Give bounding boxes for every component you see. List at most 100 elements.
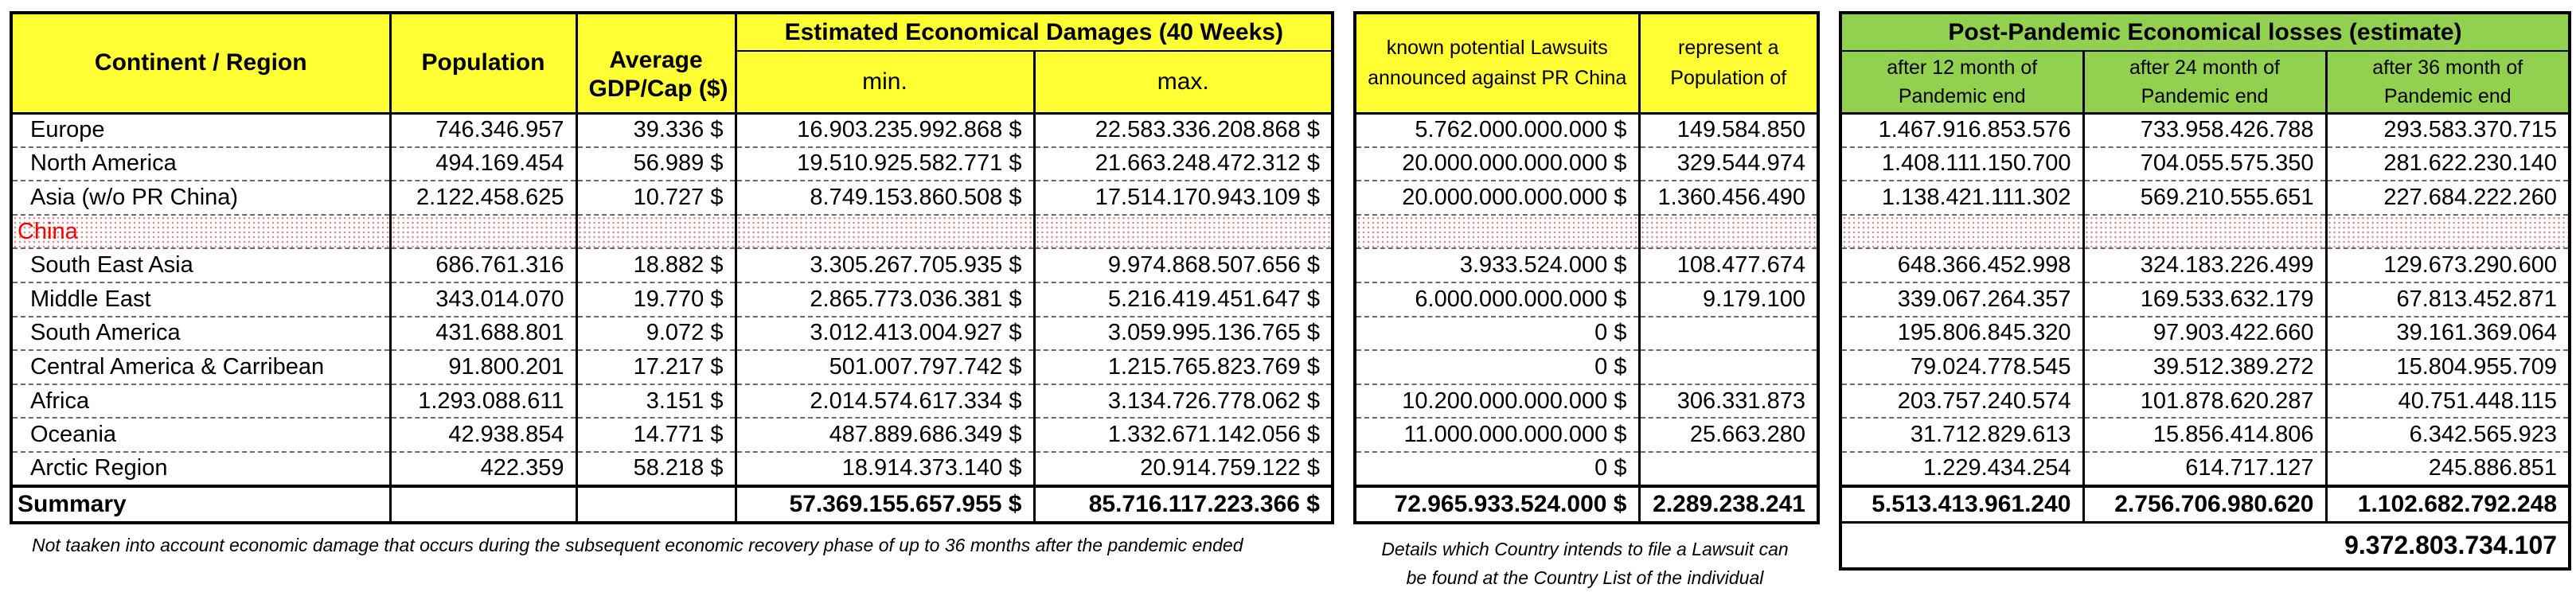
summary-gdp-empty: [576, 484, 737, 523]
represented-population-cell: [1639, 213, 1818, 249]
damages-max-cell: 3.134.726.778.062 $: [1034, 383, 1333, 419]
header-24-months-line2: Pandemic end: [2141, 84, 2269, 107]
summary-min: 57.369.155.657.955 $: [736, 484, 1036, 523]
damages-max-cell: 5.216.419.451.647 $: [1034, 281, 1333, 317]
loss-24-months-cell: [2083, 213, 2328, 249]
population-cell: 91.800.201: [390, 349, 578, 384]
lawsuits-cell: 5.762.000.000.000 $: [1355, 111, 1641, 147]
region-cell: Europe: [11, 111, 392, 147]
header-postpandemic-title: Post-Pandemic Economical losses (estimat…: [1840, 13, 2570, 52]
gdp-cell: 19.770 $: [576, 281, 737, 317]
damages-max-cell: 1.215.765.823.769 $: [1034, 349, 1333, 384]
table-row: 339.067.264.357 169.533.632.179 67.813.452…: [1840, 281, 2570, 317]
gdp-cell: [576, 213, 737, 249]
population-cell: [390, 213, 578, 249]
middle-footnote-line2: be found at the Country List of the indi…: [1406, 567, 1764, 588]
represented-population-cell: 108.477.674: [1639, 247, 1818, 282]
damages-min-cell: 501.007.797.742 $: [736, 349, 1036, 384]
table-row: 1.408.111.150.700 704.055.575.350 281.622.…: [1840, 146, 2570, 181]
header-max: max.: [1034, 51, 1333, 113]
header-lawsuits-line2: announced against PR China: [1368, 67, 1627, 90]
header-12-months-line2: Pandemic end: [1898, 84, 2026, 107]
middle-footnote: Details which Country intends to file a …: [1353, 535, 1817, 592]
header-continent: Continent / Region: [11, 13, 392, 113]
loss-36-months-cell: 129.673.290.600: [2326, 247, 2570, 282]
table-row: 79.024.778.545 39.512.389.272 15.804.955.7…: [1840, 349, 2570, 384]
table-row: Arctic Region 422.359 58.218 $18.914.373.1…: [11, 450, 1333, 486]
region-cell: South America: [11, 315, 392, 351]
population-cell: 686.761.316: [390, 247, 578, 282]
table-row: 5.762.000.000.000 $149.584.850: [1355, 111, 1818, 147]
loss-36-months-cell: 245.886.851: [2326, 450, 2570, 486]
table-row: Asia (w/o PR China) 2.122.458.625 10.727 $…: [11, 180, 1333, 215]
summary-max: 85.716.117.223.366 $: [1034, 484, 1333, 523]
loss-36-months-cell: 281.622.230.140: [2326, 146, 2570, 181]
header-12-months: after 12 month of Pandemic end: [1840, 51, 2085, 113]
region-cell: North America: [11, 146, 392, 181]
gdp-cell: 18.882 $: [576, 247, 737, 282]
table-row: North America 494.169.454 56.989 $19.510.9…: [11, 146, 1333, 181]
damages-max-cell: 20.914.759.122 $: [1034, 450, 1333, 486]
loss-24-months-cell: 39.512.389.272: [2083, 349, 2328, 384]
loss-36-months-cell: 40.751.448.115: [2326, 383, 2570, 419]
region-cell: Central America & Carribean: [11, 349, 392, 384]
region-cell: China: [11, 213, 392, 249]
table-row: South East Asia 686.761.316 18.882 $3.305.…: [11, 247, 1333, 282]
damages-min-cell: 3.305.267.705.935 $: [736, 247, 1036, 282]
table-row: 648.366.452.998 324.183.226.499 129.673.29…: [1840, 247, 2570, 282]
damages-max-cell: [1034, 213, 1333, 249]
loss-12-months-cell: 1.467.916.853.576: [1840, 111, 2085, 147]
loss-24-months-cell: 101.878.620.287: [2083, 383, 2328, 419]
loss-12-months-cell: 195.806.845.320: [1840, 315, 2085, 351]
header-36-months-line2: Pandemic end: [2383, 84, 2512, 107]
table-row: 0 $: [1355, 349, 1818, 384]
header-lawsuits-line1: known potential Lawsuits: [1386, 37, 1608, 60]
loss-36-months-cell: [2326, 213, 2570, 249]
table-row: 0 $: [1355, 315, 1818, 351]
lawsuits-cell: 0 $: [1355, 450, 1641, 486]
table-row: 3.933.524.000 $108.477.674: [1355, 247, 1818, 282]
damages-max-cell: 17.514.170.943.109 $: [1034, 180, 1333, 215]
header-gdp-line2: GDP/Cap ($): [588, 76, 728, 103]
table-row: 203.757.240.574 101.878.620.287 40.751.448…: [1840, 383, 2570, 419]
header-min: min.: [736, 51, 1036, 113]
damages-max-cell: 9.974.868.507.656 $: [1034, 247, 1333, 282]
loss-24-months-cell: 97.903.422.660: [2083, 315, 2328, 351]
gdp-cell: 14.771 $: [576, 417, 737, 452]
gdp-cell: 58.218 $: [576, 450, 737, 486]
gdp-cell: 3.151 $: [576, 383, 737, 419]
post-pandemic-losses-table: Post-Pandemic Economical losses (estimat…: [1839, 11, 2572, 571]
loss-36-months-cell: 39.161.369.064: [2326, 315, 2570, 351]
middle-footnote-line1: Details which Country intends to file a …: [1381, 539, 1789, 559]
damages-min-cell: 19.510.925.582.771 $: [736, 146, 1036, 181]
gdp-cell: 39.336 $: [576, 111, 737, 147]
loss-36-months-cell: 67.813.452.871: [2326, 281, 2570, 317]
population-cell: 1.293.088.611: [390, 383, 578, 419]
loss-12-months-cell: 79.024.778.545: [1840, 349, 2085, 384]
represented-population-cell: [1639, 315, 1818, 351]
gdp-cell: 9.072 $: [576, 315, 737, 351]
loss-24-months-cell: 569.210.555.651: [2083, 180, 2328, 215]
table-row: South America 431.688.801 9.072 $3.012.413…: [11, 315, 1333, 351]
damages-max-cell: 22.583.336.208.868 $: [1034, 111, 1333, 147]
loss-36-months-cell: 6.342.565.923: [2326, 417, 2570, 452]
table-row: 6.000.000.000.000 $9.179.100: [1355, 281, 1818, 317]
loss-12-months-cell: 648.366.452.998: [1840, 247, 2085, 282]
lawsuits-cell: [1355, 213, 1641, 249]
table-row: Central America & Carribean 91.800.201 17.…: [11, 349, 1333, 384]
represented-population-cell: 306.331.873: [1639, 383, 1818, 419]
loss-12-months-cell: 1.138.421.111.302: [1840, 180, 2085, 215]
represented-population-cell: 1.360.456.490: [1639, 180, 1818, 215]
region-cell: Arctic Region: [11, 450, 392, 486]
lawsuits-cell: 3.933.524.000 $: [1355, 247, 1641, 282]
grand-total: 9.372.803.734.107: [1840, 521, 2570, 569]
gdp-cell: 17.217 $: [576, 349, 737, 384]
header-gdp-line1: Average: [609, 47, 703, 74]
summary-label: Summary: [11, 484, 392, 523]
table-row: [1840, 213, 2570, 249]
loss-24-months-cell: 15.856.414.806: [2083, 417, 2328, 452]
lawsuits-cell: 6.000.000.000.000 $: [1355, 281, 1641, 317]
header-population: Population: [390, 13, 578, 113]
represented-population-cell: [1639, 450, 1818, 486]
damages-min-cell: 487.889.686.349 $: [736, 417, 1036, 452]
